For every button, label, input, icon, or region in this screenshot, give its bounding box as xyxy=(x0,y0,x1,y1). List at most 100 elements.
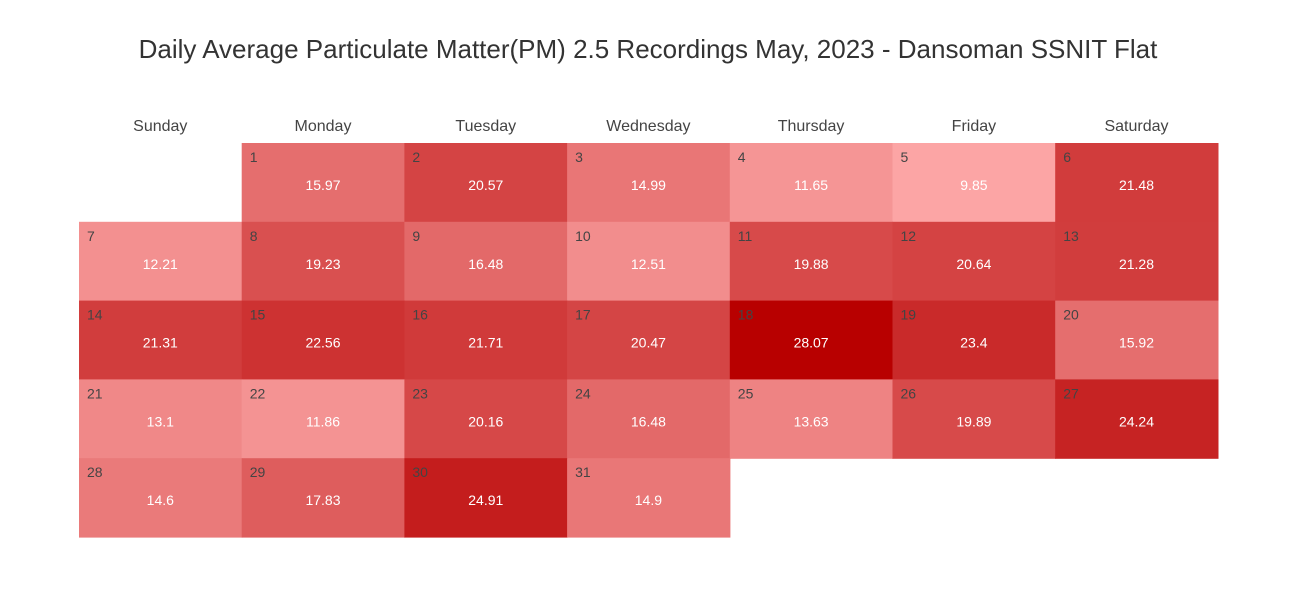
day-value: 28.07 xyxy=(794,335,829,351)
day-number: 26 xyxy=(901,385,917,401)
weekday-label: Monday xyxy=(295,118,352,135)
day-cell: 25 13.63 xyxy=(729,379,894,459)
day-cell-rect xyxy=(729,143,894,223)
day-number: 4 xyxy=(738,149,746,165)
day-cell: 31 14.9 xyxy=(567,458,731,538)
day-cell: 23 20.16 xyxy=(404,379,568,459)
day-cell: 27 24.24 xyxy=(1055,379,1219,459)
day-cell-rect xyxy=(1055,300,1219,380)
day-value: 11.86 xyxy=(306,413,340,429)
day-cell: 220.57 xyxy=(404,143,568,223)
day-value: 12.51 xyxy=(631,256,666,272)
day-cell-rect xyxy=(1055,221,1219,302)
day-cell: 30 24.91 xyxy=(404,458,568,538)
day-cell: 24 16.48 xyxy=(567,379,731,459)
day-cell: 18 28.07 xyxy=(729,300,894,380)
day-value: 21.28 xyxy=(1119,256,1154,272)
weekday-headers: Sunday Monday Tuesday Wednesday Thursday Frid… xyxy=(133,118,1168,135)
day-cell-rect xyxy=(892,379,1056,459)
day-cell: 59.85 xyxy=(892,143,1056,223)
day-number: 9 xyxy=(412,228,420,244)
day-value: 20.16 xyxy=(468,413,503,429)
day-cell: 621.48 xyxy=(1055,143,1219,223)
day-cell: 819.23 xyxy=(241,221,405,302)
day-cell: 411.65 xyxy=(729,143,894,223)
day-value: 23.4 xyxy=(960,335,987,351)
day-value: 20.47 xyxy=(631,335,666,351)
day-cell-rect xyxy=(567,221,731,302)
chart-title: Daily Average Particulate Matter(PM) 2.5… xyxy=(139,34,1159,64)
day-number: 17 xyxy=(575,307,591,323)
day-number: 1 xyxy=(250,149,258,165)
day-cell: 26 19.89 xyxy=(892,379,1056,459)
day-value: 15.92 xyxy=(1119,335,1154,351)
day-cell-rect xyxy=(241,458,405,538)
day-number: 5 xyxy=(901,149,909,165)
day-value: 13.63 xyxy=(794,413,829,429)
day-number: 13 xyxy=(1063,228,1079,244)
day-number: 28 xyxy=(87,464,103,480)
weekday-label: Saturday xyxy=(1104,118,1168,135)
day-value: 24.91 xyxy=(468,492,503,508)
day-number: 6 xyxy=(1063,149,1071,165)
day-value: 11.65 xyxy=(794,177,828,193)
day-number: 20 xyxy=(1063,307,1079,323)
day-number: 27 xyxy=(1063,385,1079,401)
day-value: 24.24 xyxy=(1119,413,1154,429)
day-number: 8 xyxy=(250,228,258,244)
weekday-label: Wednesday xyxy=(606,118,690,135)
day-cell-rect xyxy=(567,379,731,459)
day-number: 29 xyxy=(250,464,266,480)
day-value: 20.57 xyxy=(468,177,503,193)
day-number: 31 xyxy=(575,464,591,480)
day-cell-rect xyxy=(241,143,405,223)
day-cell-rect xyxy=(1055,143,1219,223)
day-cell-rect xyxy=(79,221,243,302)
day-cell: 115.97 xyxy=(241,143,405,223)
day-number: 12 xyxy=(901,228,917,244)
day-cell-rect xyxy=(729,221,894,302)
day-value: 17.83 xyxy=(305,492,340,508)
day-number: 3 xyxy=(575,149,583,165)
day-cell: 314.99 xyxy=(567,143,731,223)
day-cell-rect xyxy=(404,458,568,538)
day-cell: 28 14.6 xyxy=(79,458,243,538)
day-value: 14.99 xyxy=(631,177,666,193)
day-number: 2 xyxy=(412,149,420,165)
day-cell-rect xyxy=(404,221,568,302)
day-cell-rect xyxy=(241,379,405,459)
day-cell: 16 21.71 xyxy=(404,300,568,380)
day-cell-rect xyxy=(729,379,894,459)
calendar-cells: 115.97220.57314.99411.6559.85621.48712.2… xyxy=(79,143,1219,538)
day-cell-rect xyxy=(79,458,243,538)
day-cell-rect xyxy=(404,143,568,223)
day-number: 7 xyxy=(87,228,95,244)
day-cell-rect xyxy=(404,300,568,380)
day-cell: 12 20.64 xyxy=(892,221,1056,302)
weekday-label: Sunday xyxy=(133,118,187,135)
day-value: 21.31 xyxy=(143,335,178,351)
day-cell-rect xyxy=(79,300,243,380)
day-number: 15 xyxy=(250,307,266,323)
day-cell-rect xyxy=(892,143,1056,223)
day-cell: 15 22.56 xyxy=(241,300,405,380)
day-cell-rect xyxy=(892,300,1056,380)
day-value: 12.21 xyxy=(143,256,178,272)
day-number: 24 xyxy=(575,385,591,401)
day-value: 19.23 xyxy=(305,256,340,272)
day-number: 11 xyxy=(738,228,753,244)
day-value: 19.89 xyxy=(956,413,991,429)
day-number: 21 xyxy=(87,385,103,401)
day-value: 22.56 xyxy=(305,335,340,351)
day-number: 18 xyxy=(738,307,754,323)
day-value: 21.71 xyxy=(468,335,503,351)
day-cell: 916.48 xyxy=(404,221,568,302)
day-cell: 29 17.83 xyxy=(241,458,405,538)
day-cell-rect xyxy=(567,143,731,223)
day-cell-rect xyxy=(79,379,243,459)
day-value: 9.85 xyxy=(960,177,987,193)
day-cell-rect xyxy=(241,221,405,302)
day-cell: 712.21 xyxy=(79,221,243,302)
day-cell: 21 13.1 xyxy=(79,379,243,459)
day-cell: 19 23.4 xyxy=(892,300,1056,380)
